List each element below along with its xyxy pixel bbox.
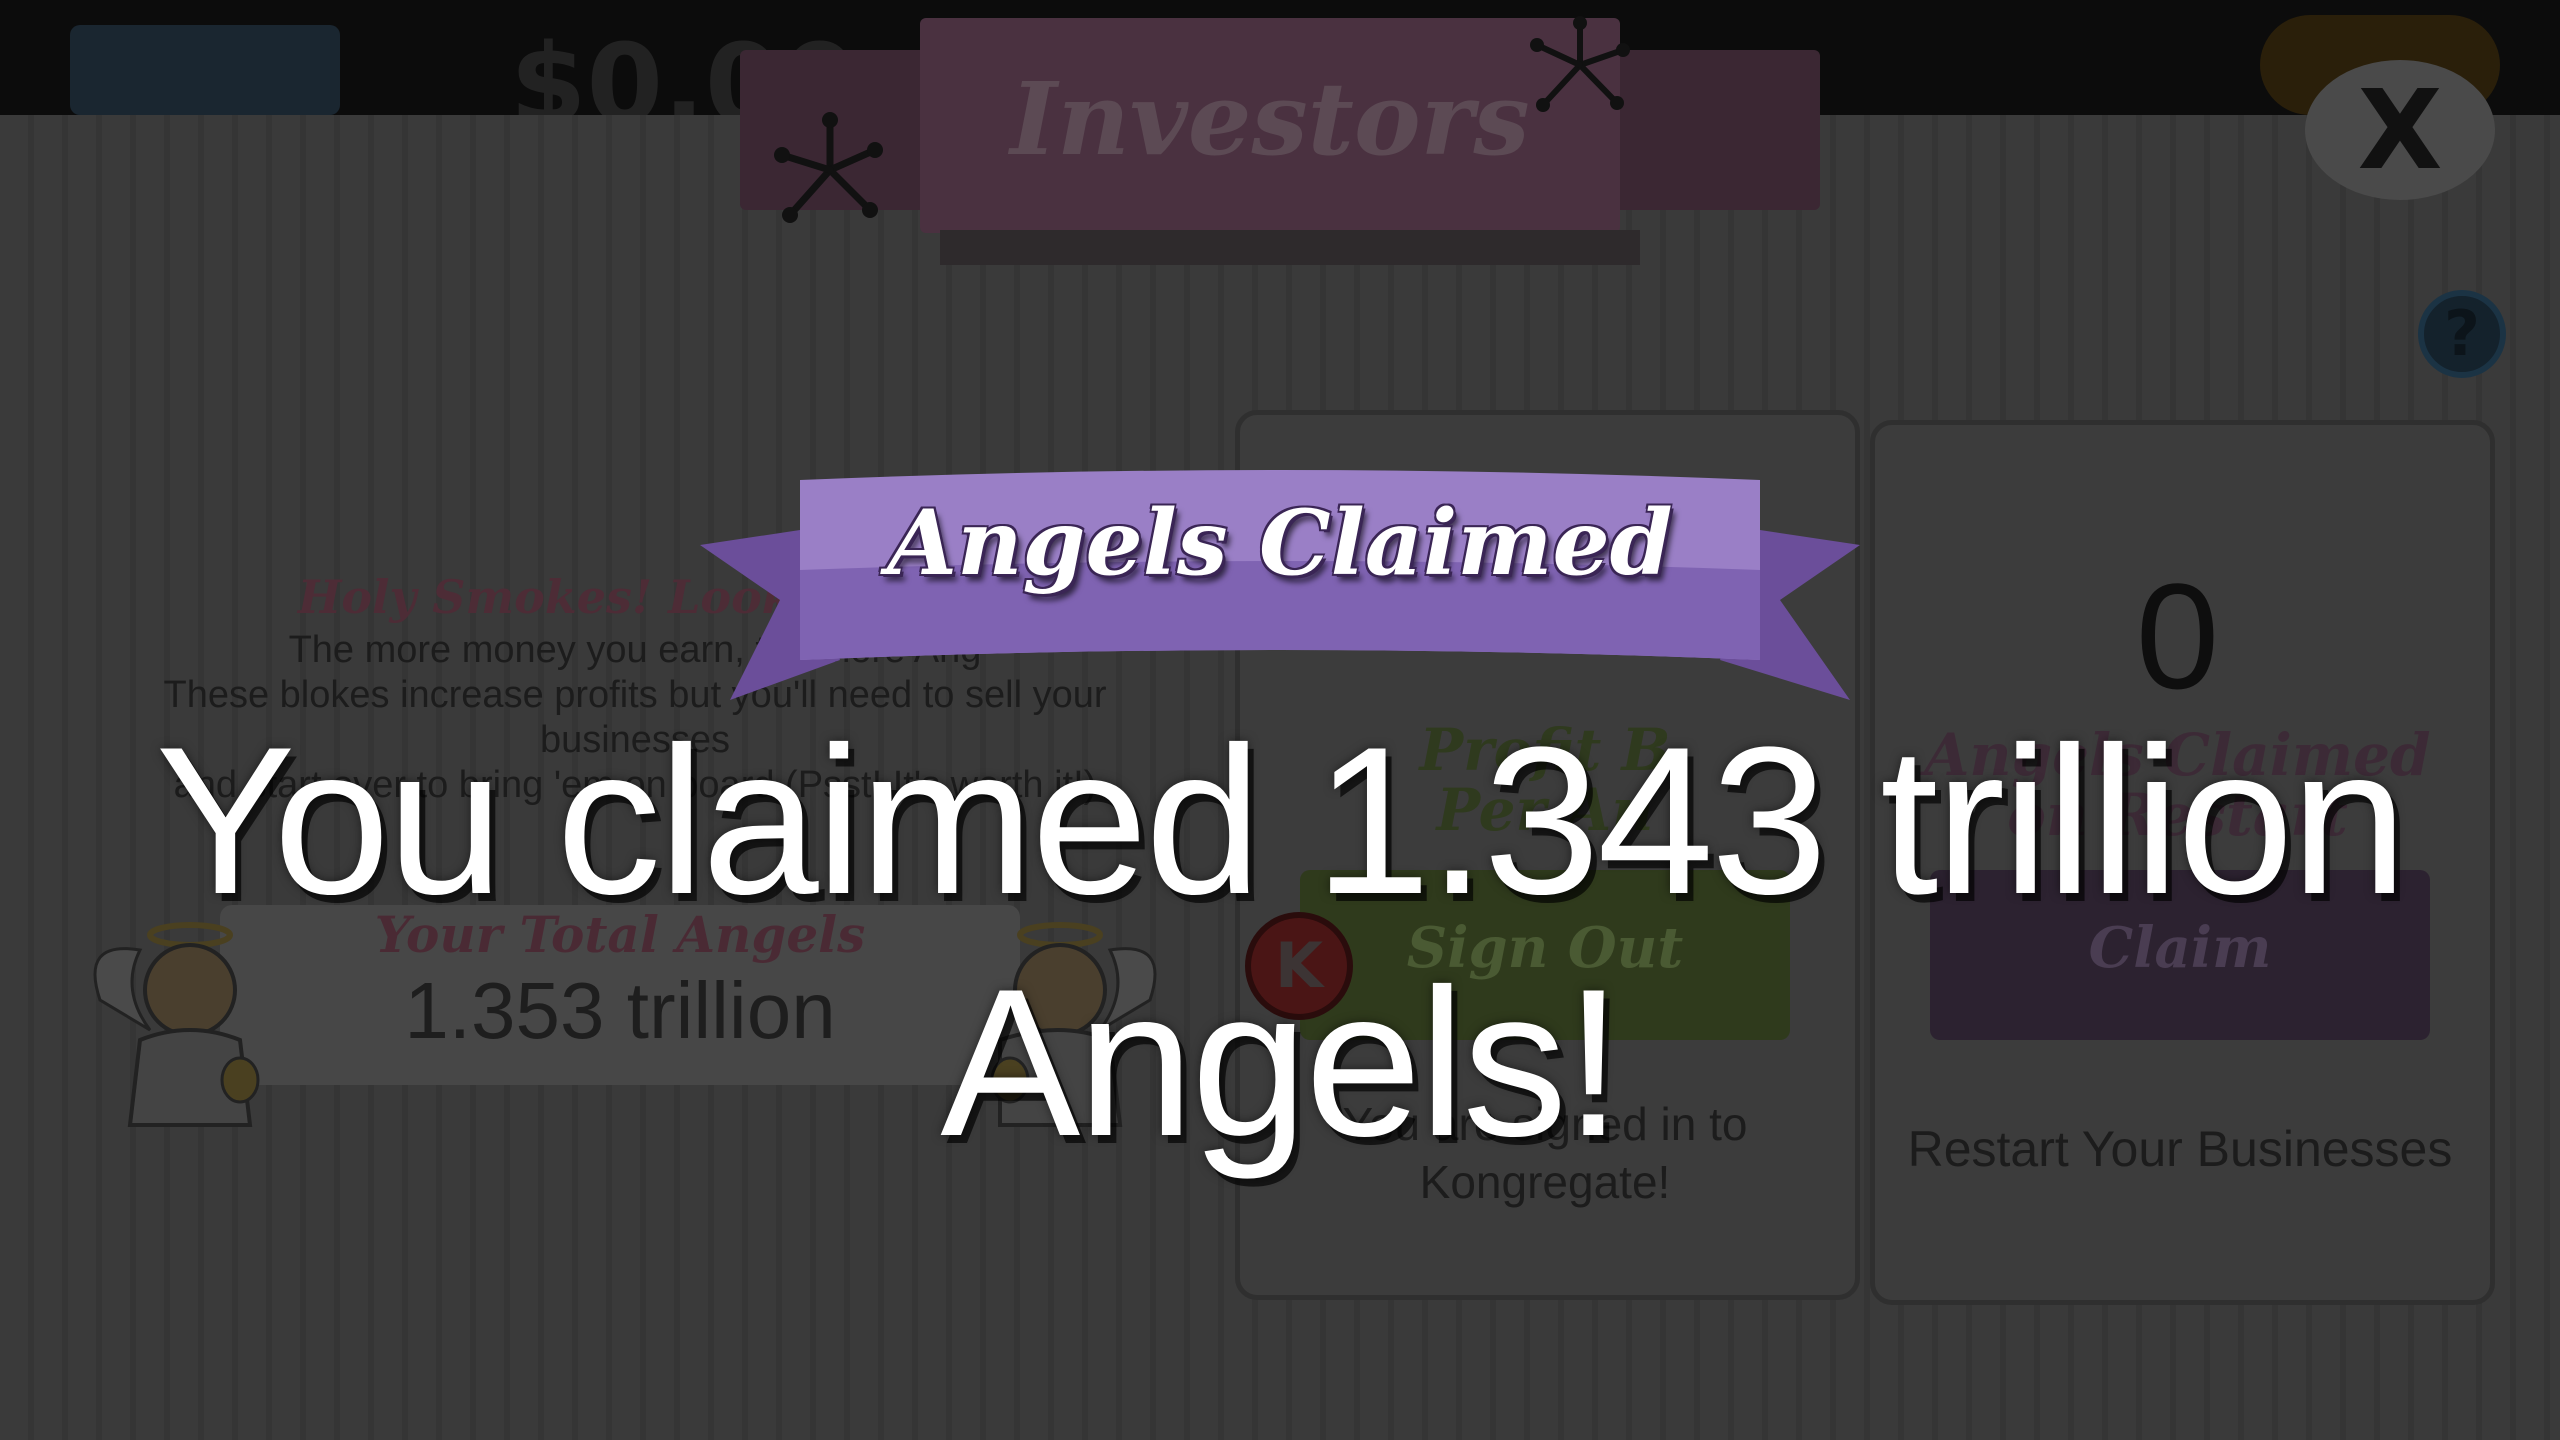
sign-out-label[interactable]: Sign Out — [1406, 915, 1684, 981]
total-angels-value: 1.353 trillion — [404, 966, 836, 1055]
sign-out-button[interactable] — [1300, 870, 1790, 1040]
profit-bonus-line: Profit B — [1419, 716, 1671, 784]
business-thumbnail-icon — [70, 25, 340, 115]
ribbon-title: Angels Claimed — [887, 490, 1673, 596]
claimed-angels-message: You claimed 1.343 trillion Angels! — [155, 703, 2407, 1180]
claim-card — [1870, 420, 2495, 1305]
profit-bonus-line: Per An — [1436, 776, 1654, 844]
title-banner — [920, 18, 1620, 233]
claim-button-label[interactable]: Claim — [2088, 915, 2272, 981]
starburst-icon — [774, 112, 883, 223]
angels-claimed-label: Angels Claimed on Restart — [1870, 725, 2485, 845]
angels-claimed-ribbon — [700, 470, 1860, 700]
kongregate-icon: K — [1245, 912, 1353, 1020]
info-line: and start over to bring 'em on board (Ps… — [173, 764, 1097, 806]
claim-label-line: on Restart — [2007, 781, 2348, 849]
status-line: Kongregate! — [1419, 1156, 1671, 1208]
starburst-icon — [1530, 16, 1630, 112]
panel-title: Investors — [1010, 60, 1530, 178]
angels-claim-count: 0 — [2135, 552, 2220, 720]
close-button[interactable] — [2305, 60, 2495, 200]
signed-in-status: You are signed in to Kongregate! — [1260, 1095, 1830, 1211]
claim-label-line: Angels Claimed — [1924, 721, 2431, 789]
help-button[interactable]: ? — [2418, 290, 2506, 378]
status-line: You are signed in to — [1342, 1098, 1748, 1150]
title-banner-shadow — [940, 230, 1640, 265]
close-icon[interactable]: X — [2357, 66, 2443, 194]
info-line: These blokes increase profits but you'll… — [163, 674, 1107, 761]
restart-businesses-text: Restart Your Businesses — [1907, 1121, 2453, 1177]
angel-mascot-icon — [990, 922, 1157, 1127]
profit-bonus-label: Profit B Per An — [1240, 720, 1850, 840]
claim-button[interactable] — [1930, 870, 2430, 1040]
angel-mascot-icon — [93, 922, 260, 1127]
total-angels-label: Your Total Angels — [374, 905, 866, 964]
total-angels-scroll — [220, 905, 1020, 1085]
